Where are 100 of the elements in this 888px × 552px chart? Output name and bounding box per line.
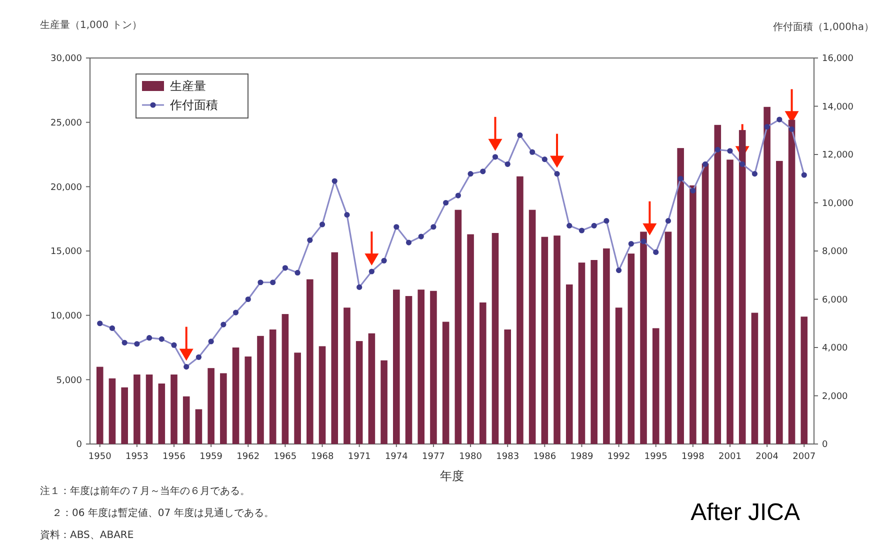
- bar: [418, 290, 425, 444]
- point: [344, 212, 350, 218]
- point: [418, 234, 424, 240]
- bar: [182, 396, 190, 444]
- x-tick-label: 2001: [718, 452, 742, 462]
- point: [319, 222, 326, 228]
- bar: [467, 234, 474, 444]
- point: [368, 268, 374, 274]
- point: [653, 249, 659, 256]
- point: [220, 322, 226, 328]
- point: [381, 258, 387, 264]
- point: [294, 270, 300, 276]
- bar: [541, 236, 548, 444]
- y-tick-label: 5,000: [56, 376, 82, 386]
- bar: [96, 366, 104, 444]
- point: [554, 171, 560, 177]
- point: [122, 340, 128, 346]
- x-tick-label: 1950: [88, 452, 112, 462]
- y2-tick-label: 6,000: [822, 295, 848, 306]
- bar: [726, 160, 734, 444]
- bar: [590, 260, 598, 444]
- bar: [282, 314, 289, 444]
- bar: [121, 387, 128, 444]
- point: [134, 341, 140, 347]
- point: [270, 280, 276, 286]
- point: [430, 224, 436, 230]
- point: [307, 237, 313, 243]
- bar: [158, 384, 166, 444]
- bar: [405, 296, 412, 444]
- text: 資料：ABS、ABARE: [40, 529, 134, 541]
- x-axis-title: 年度: [440, 469, 464, 483]
- point: [801, 172, 807, 178]
- bar: [664, 232, 672, 444]
- legend-label: 生産量: [170, 79, 206, 94]
- point: [109, 325, 116, 331]
- point: [468, 171, 474, 177]
- bar: [257, 336, 264, 444]
- text: ２：06 年度は暫定値、07 年度は見通しである。: [52, 507, 274, 519]
- point: [245, 296, 251, 302]
- x-tick-label: 1992: [607, 452, 630, 462]
- bar: [504, 329, 511, 444]
- text: After JICA: [690, 499, 800, 526]
- point: [616, 268, 622, 274]
- x-tick-label: 2007: [792, 452, 816, 462]
- bar: [368, 333, 376, 444]
- bar: [615, 308, 622, 444]
- point: [158, 336, 164, 342]
- y-tick-label: 25,000: [50, 118, 82, 128]
- y-tick-label: 20,000: [50, 182, 82, 193]
- point: [504, 161, 510, 167]
- point: [517, 132, 523, 138]
- y2-tick-label: 10,000: [822, 198, 854, 209]
- point: [184, 364, 190, 370]
- point: [530, 149, 536, 155]
- x-tick-label: 1968: [310, 452, 334, 462]
- bar: [170, 374, 178, 444]
- point: [208, 338, 214, 344]
- bar: [776, 160, 783, 444]
- point: [702, 161, 708, 167]
- bar: [751, 312, 758, 444]
- bar: [318, 346, 326, 444]
- point: [443, 200, 449, 206]
- bar: [652, 328, 660, 444]
- bar: [244, 356, 252, 444]
- point: [356, 284, 362, 290]
- point: [542, 156, 548, 162]
- point: [714, 146, 720, 152]
- y2-tick-label: 8,000: [822, 247, 848, 258]
- point: [578, 228, 585, 234]
- point: [196, 354, 202, 360]
- point: [282, 265, 288, 271]
- point: [690, 188, 696, 194]
- bar: [528, 210, 536, 444]
- y2-tick-label: 16,000: [822, 54, 854, 64]
- bar: [380, 360, 388, 444]
- bar: [800, 316, 808, 444]
- point: [171, 342, 177, 348]
- bar: [393, 290, 400, 444]
- y-axis-title: 生産量（1,000 トン）: [40, 19, 142, 31]
- x-tick-label: 1962: [236, 452, 260, 462]
- bar: [516, 176, 524, 444]
- bar: [442, 322, 450, 444]
- bar: [294, 352, 301, 444]
- y2-tick-label: 4,000: [822, 344, 848, 354]
- x-tick-label: 2004: [756, 452, 779, 462]
- x-tick-label: 1959: [200, 452, 223, 462]
- bar: [356, 341, 363, 444]
- bar: [603, 248, 610, 444]
- point: [455, 192, 461, 198]
- x-tick-label: 1998: [681, 452, 705, 462]
- x-tick-label: 1983: [496, 452, 520, 462]
- point: [764, 124, 770, 130]
- y2-tick-label: 14,000: [822, 102, 854, 112]
- bar: [331, 252, 338, 444]
- point: [740, 161, 746, 167]
- bar: [269, 329, 276, 444]
- bar: [702, 164, 709, 444]
- point: [678, 176, 684, 182]
- bar: [344, 308, 350, 444]
- bar: [566, 284, 573, 444]
